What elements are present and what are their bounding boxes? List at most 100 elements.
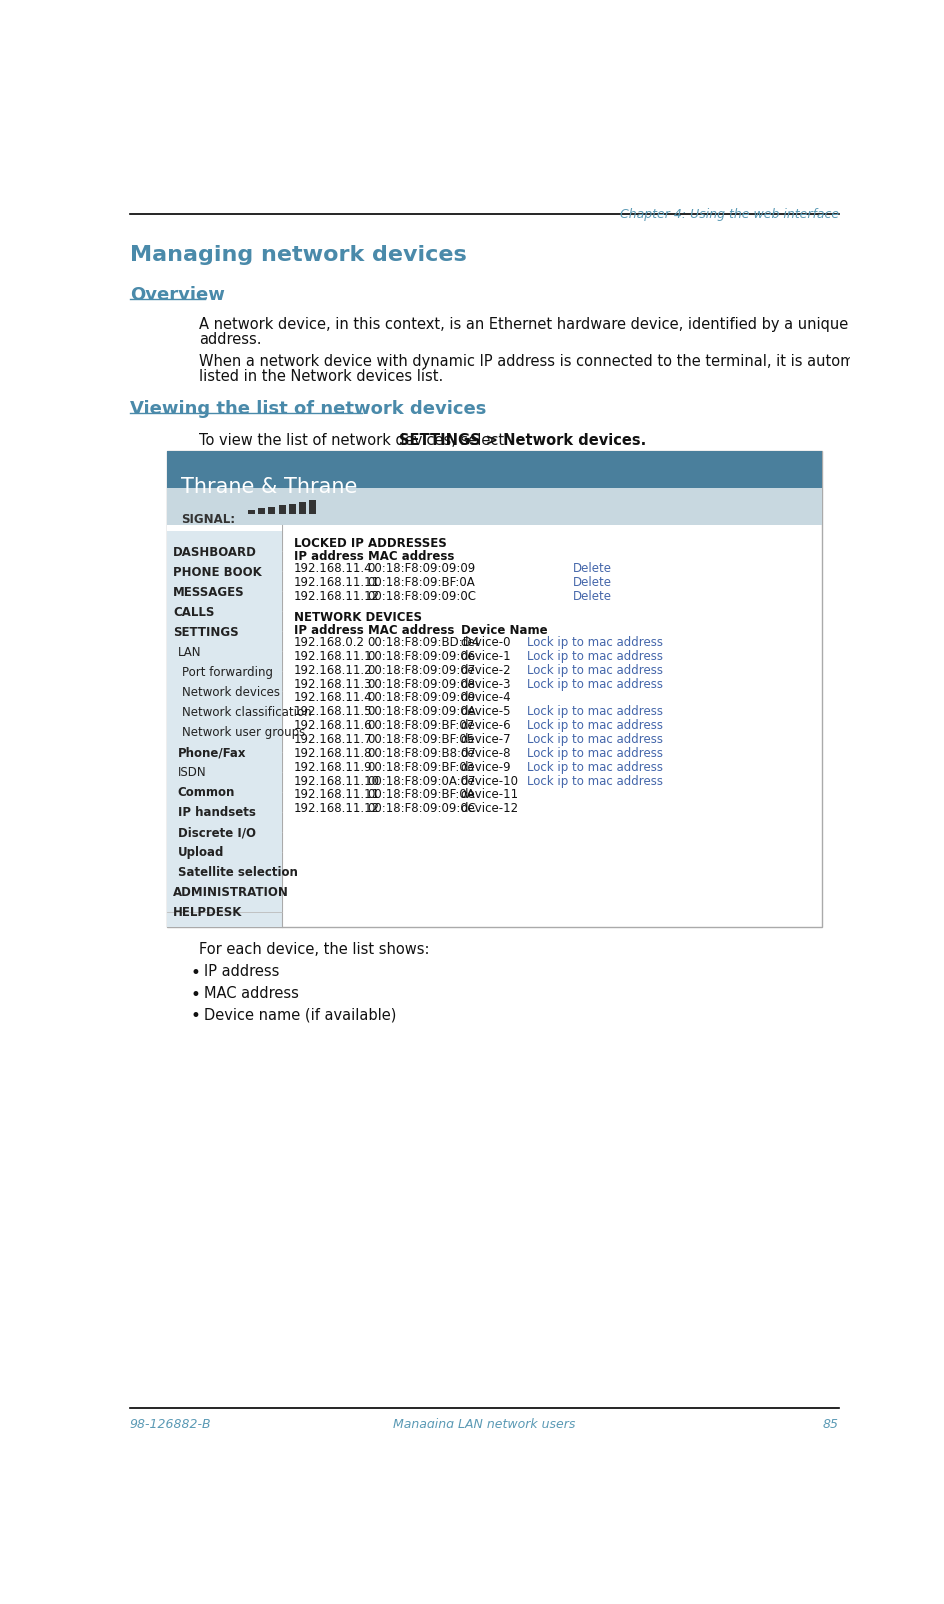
- Text: Port forwarding: Port forwarding: [182, 666, 273, 678]
- Text: MAC address: MAC address: [367, 624, 453, 637]
- Text: 00:18:F8:09:09:09: 00:18:F8:09:09:09: [367, 691, 476, 704]
- Text: NETWORK DEVICES: NETWORK DEVICES: [294, 611, 422, 624]
- Text: 192.168.11.11: 192.168.11.11: [294, 576, 379, 589]
- Text: Phone/Fax: Phone/Fax: [177, 746, 246, 759]
- Text: device-9: device-9: [460, 760, 511, 773]
- Text: CALLS: CALLS: [173, 606, 214, 619]
- Bar: [248, 510, 255, 515]
- Bar: [167, 488, 821, 525]
- Bar: [167, 892, 281, 911]
- Text: 192.168.11.2: 192.168.11.2: [294, 664, 372, 677]
- Text: 192.168.11.4: 192.168.11.4: [294, 561, 372, 576]
- Text: device-7: device-7: [460, 733, 511, 746]
- Text: A network device, in this context, is an Ethernet hardware device, identified by: A network device, in this context, is an…: [199, 318, 885, 332]
- Text: device-2: device-2: [460, 664, 511, 677]
- Text: SETTINGS: SETTINGS: [173, 626, 239, 638]
- Text: device-12: device-12: [460, 802, 518, 815]
- Text: 00:18:F8:09:BF:07: 00:18:F8:09:BF:07: [367, 719, 475, 731]
- Text: SETTINGS > Network devices.: SETTINGS > Network devices.: [398, 433, 646, 448]
- Text: address.: address.: [199, 332, 261, 346]
- Text: LOCKED IP ADDRESSES: LOCKED IP ADDRESSES: [294, 537, 447, 550]
- Text: •: •: [190, 964, 200, 982]
- Text: device-11: device-11: [460, 789, 518, 802]
- Bar: [167, 712, 281, 731]
- Text: 00:18:F8:09:09:0A: 00:18:F8:09:09:0A: [367, 706, 476, 719]
- Text: Lock ip to mac address: Lock ip to mac address: [526, 775, 662, 788]
- Text: 192.168.11.12: 192.168.11.12: [294, 590, 379, 603]
- Bar: [167, 752, 281, 772]
- Text: Discrete I/O: Discrete I/O: [177, 826, 256, 839]
- Text: Upload: Upload: [177, 847, 224, 860]
- Text: device-6: device-6: [460, 719, 511, 731]
- Text: SIGNAL:: SIGNAL:: [180, 513, 235, 526]
- Text: 192.168.11.10: 192.168.11.10: [294, 775, 379, 788]
- Text: 00:18:F8:09:BF:05: 00:18:F8:09:BF:05: [367, 733, 474, 746]
- Text: Thrane & Thrane: Thrane & Thrane: [180, 478, 357, 497]
- Text: device-10: device-10: [460, 775, 518, 788]
- Text: 192.168.11.4: 192.168.11.4: [294, 691, 372, 704]
- Bar: [167, 871, 281, 892]
- Text: Managing network devices: Managing network devices: [129, 245, 466, 265]
- Text: IP address: IP address: [294, 624, 363, 637]
- Text: •: •: [190, 985, 200, 1004]
- Text: 192.168.11.8: 192.168.11.8: [294, 747, 372, 760]
- Bar: [167, 672, 281, 691]
- Text: 00:18:F8:09:BF:0A: 00:18:F8:09:BF:0A: [367, 789, 475, 802]
- Text: 192.168.11.11: 192.168.11.11: [294, 789, 379, 802]
- Text: When a network device with dynamic IP address is connected to the terminal, it i: When a network device with dynamic IP ad…: [199, 354, 906, 369]
- Text: Device Name: Device Name: [460, 624, 547, 637]
- Text: 192.168.11.1: 192.168.11.1: [294, 650, 372, 662]
- Text: Network devices: Network devices: [182, 687, 280, 699]
- Bar: [288, 504, 295, 515]
- Bar: [298, 502, 305, 515]
- Bar: [167, 611, 281, 632]
- Text: 00:18:F8:09:BF:0A: 00:18:F8:09:BF:0A: [367, 576, 475, 589]
- Text: LAN: LAN: [177, 646, 201, 659]
- Text: device-5: device-5: [460, 706, 511, 719]
- Text: Network user groups: Network user groups: [182, 727, 305, 739]
- Text: Lock ip to mac address: Lock ip to mac address: [526, 706, 662, 719]
- Text: For each device, the list shows:: For each device, the list shows:: [199, 943, 430, 958]
- Text: 00:18:F8:09:BD:D4: 00:18:F8:09:BD:D4: [367, 637, 480, 650]
- Text: To view the list of network devices, select: To view the list of network devices, sel…: [199, 433, 509, 448]
- Text: 192.168.11.12: 192.168.11.12: [294, 802, 379, 815]
- Text: 00:18:F8:09:B8:07: 00:18:F8:09:B8:07: [367, 747, 476, 760]
- Text: 00:18:F8:09:09:06: 00:18:F8:09:09:06: [367, 650, 476, 662]
- Text: IP address: IP address: [294, 550, 363, 563]
- Text: 192.168.11.9: 192.168.11.9: [294, 760, 372, 773]
- Text: 00:18:F8:09:09:09: 00:18:F8:09:09:09: [367, 561, 476, 576]
- Bar: [268, 507, 275, 515]
- Text: 00:18:F8:09:09:08: 00:18:F8:09:09:08: [367, 677, 475, 691]
- Text: Common: Common: [177, 786, 235, 799]
- Text: Lock ip to mac address: Lock ip to mac address: [526, 664, 662, 677]
- Text: listed in the Network devices list.: listed in the Network devices list.: [199, 369, 444, 383]
- Bar: [167, 525, 281, 533]
- Text: 00:18:F8:09:BF:03: 00:18:F8:09:BF:03: [367, 760, 474, 773]
- Bar: [167, 531, 281, 552]
- Text: Lock ip to mac address: Lock ip to mac address: [526, 760, 662, 773]
- Text: Device name (if available): Device name (if available): [204, 1007, 396, 1022]
- Text: IP handsets: IP handsets: [177, 807, 256, 820]
- Text: 192.168.11.3: 192.168.11.3: [294, 677, 372, 691]
- Text: Managing LAN network users: Managing LAN network users: [393, 1418, 575, 1431]
- Text: HELPDESK: HELPDESK: [173, 906, 243, 919]
- Text: Lock ip to mac address: Lock ip to mac address: [526, 677, 662, 691]
- Bar: [167, 812, 281, 831]
- Text: device-1: device-1: [460, 650, 511, 662]
- Text: 192.168.0.2: 192.168.0.2: [294, 637, 364, 650]
- Text: Lock ip to mac address: Lock ip to mac address: [526, 733, 662, 746]
- Text: Delete: Delete: [572, 561, 612, 576]
- Text: MAC address: MAC address: [204, 985, 298, 1001]
- Text: Satellite selection: Satellite selection: [177, 866, 297, 879]
- Bar: [167, 552, 281, 571]
- Bar: [167, 772, 281, 791]
- Text: MESSAGES: MESSAGES: [173, 585, 244, 598]
- Bar: [167, 571, 281, 592]
- Bar: [167, 691, 281, 712]
- Bar: [278, 505, 285, 515]
- Text: 98-126882-B: 98-126882-B: [129, 1418, 211, 1431]
- Text: Viewing the list of network devices: Viewing the list of network devices: [129, 401, 485, 419]
- Text: Delete: Delete: [572, 590, 612, 603]
- Text: 00:18:F8:09:09:0C: 00:18:F8:09:09:0C: [367, 802, 476, 815]
- Text: MAC address: MAC address: [367, 550, 453, 563]
